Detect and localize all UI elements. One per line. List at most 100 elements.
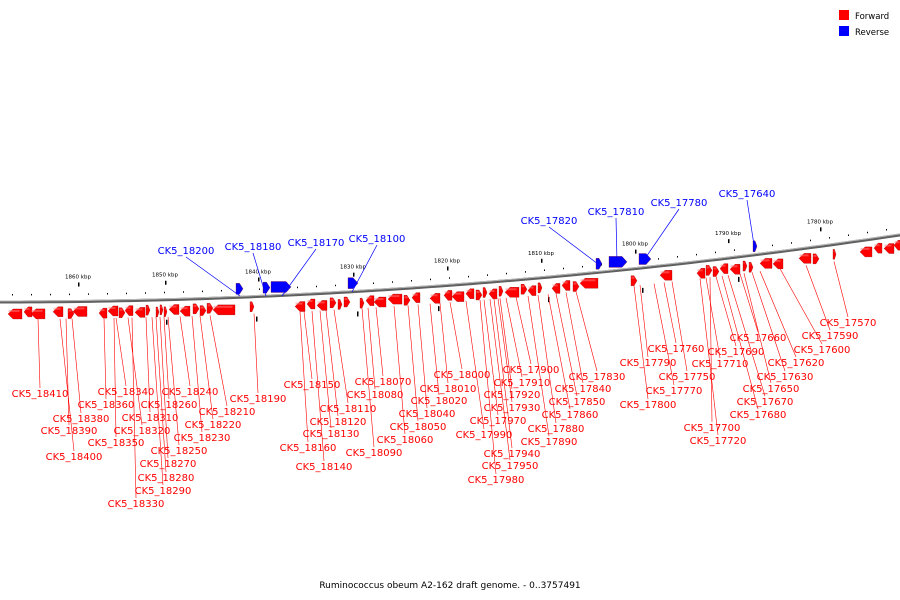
forward-gene-label: CK5_17930 [484,403,541,414]
minor-tick [164,291,165,294]
forward-gene-leader [167,316,180,446]
forward-gene-leader [159,316,169,459]
gene-shine [749,263,751,266]
forward-gene-label: CK5_18270 [140,459,197,470]
gene-shine [31,309,43,312]
forward-gene-label: CK5_17830 [569,372,626,383]
forward-gene-label: CK5_18360 [78,400,135,411]
reverse-gene-arrow [262,281,271,294]
reverse-gene-leader [252,252,267,297]
forward-gene-label: CK5_17710 [692,359,749,370]
minor-tick [867,231,868,234]
gene-shine [374,298,384,301]
forward-gene-leader [465,300,485,430]
gene-shine [135,308,143,311]
forward-gene-label: CK5_18310 [122,413,179,424]
forward-gene-label: CK5_17920 [484,390,541,401]
forward-gene-label: CK5_18220 [185,420,242,431]
minor-tick [848,234,849,236]
forward-gene-leader [439,302,449,384]
forward-gene-leader [779,268,823,345]
gene-shine [180,307,188,310]
forward-gene-label: CK5_17760 [648,344,705,355]
forward-gene-leader [479,299,497,475]
forward-gene-leader [759,271,797,358]
caption: Ruminococcus obeum A2-162 draft genome. … [319,581,580,591]
minor-tick [335,284,336,287]
tick-label: 1780 kbp [807,219,833,225]
gene-shine [73,307,85,310]
gene-shine [874,244,880,247]
minor-tick [12,293,13,296]
reverse-gene-label: CK5_18180 [225,242,282,253]
forward-gene-leader [127,317,143,426]
forward-gene-leader [155,316,167,473]
gene-shine [404,296,408,299]
reverse-gene-leader [351,244,378,293]
forward-gene-leader [721,275,759,410]
forward-gene-leader [575,291,598,372]
reverse-gene-leader [615,217,618,263]
forward-gene-label: CK5_18250 [151,446,208,457]
gene-shine [119,308,123,311]
forward-gene-leader [505,297,523,378]
forward-gene-leader [253,313,259,394]
minor-tick [582,265,583,268]
gene-shine [713,267,717,270]
backbone-layer [0,233,900,304]
forward-gene-leader [699,278,719,436]
track-marker [357,311,359,317]
forward-gene-label: CK5_17630 [757,372,814,383]
major-tick [78,282,80,287]
tick-layer: 1860 kbp 1850 kbp 1840 kbp 1830 kbp 1820 kbp… [12,219,887,325]
forward-gene-label: CK5_17620 [768,358,825,369]
forward-gene-leader [299,311,309,443]
gene-shine [24,307,30,310]
reverse-gene-label: CK5_17640 [719,189,776,200]
forward-gene-leader [145,317,151,413]
forward-gene-label: CK5_18050 [390,422,447,433]
gene-shine [207,304,211,307]
minor-tick [392,281,393,283]
reverse-gene-arrow [608,256,628,268]
legend-forward-swatch [839,10,849,20]
tick-label: 1790 kbp [715,231,741,237]
forward-gene-label: CK5_17940 [484,449,541,460]
gene-shine [552,284,558,287]
forward-gene-leader [497,298,513,403]
gene-shine [860,247,870,250]
forward-gene-label: CK5_17910 [494,378,551,389]
reverse-gene-leader [746,199,755,246]
minor-tick [658,258,659,260]
reverse-gene-label: CK5_17780 [651,198,708,209]
forward-gene-leader [429,303,440,396]
minor-tick [126,292,127,295]
reverse-gene-arrow [595,258,603,270]
forward-gene-label: CK5_18400 [46,452,103,463]
minor-tick [563,267,564,270]
forward-gene-leader [393,306,406,435]
forward-gene-label: CK5_17660 [730,333,787,344]
forward-gene-leader [319,310,332,429]
forward-gene-label: CK5_17980 [468,475,525,486]
forward-gene-label: CK5_18190 [230,394,287,405]
gene-shine [344,298,348,301]
forward-gene-label: CK5_17880 [528,424,585,435]
reverse-gene-label: CK5_17820 [521,216,578,227]
tick-label: 1850 kbp [152,273,178,279]
tick-label: 1840 kbp [245,269,271,275]
gene-shine [444,291,450,294]
gene-shine [193,304,197,307]
forward-gene-leader [705,277,721,359]
gene-shine [697,269,703,272]
minor-tick [829,237,830,239]
forward-gene-label: CK5_17860 [542,410,599,421]
forward-gene-label: CK5_18080 [347,390,404,401]
gene-shine [499,287,501,290]
gene-shine [388,295,400,298]
forward-gene-label: CK5_18120 [310,417,367,428]
backbone-highlight [0,233,900,302]
forward-gene-label: CK5_18000 [434,370,491,381]
minor-tick [696,253,697,256]
forward-gene-leader [375,307,384,377]
